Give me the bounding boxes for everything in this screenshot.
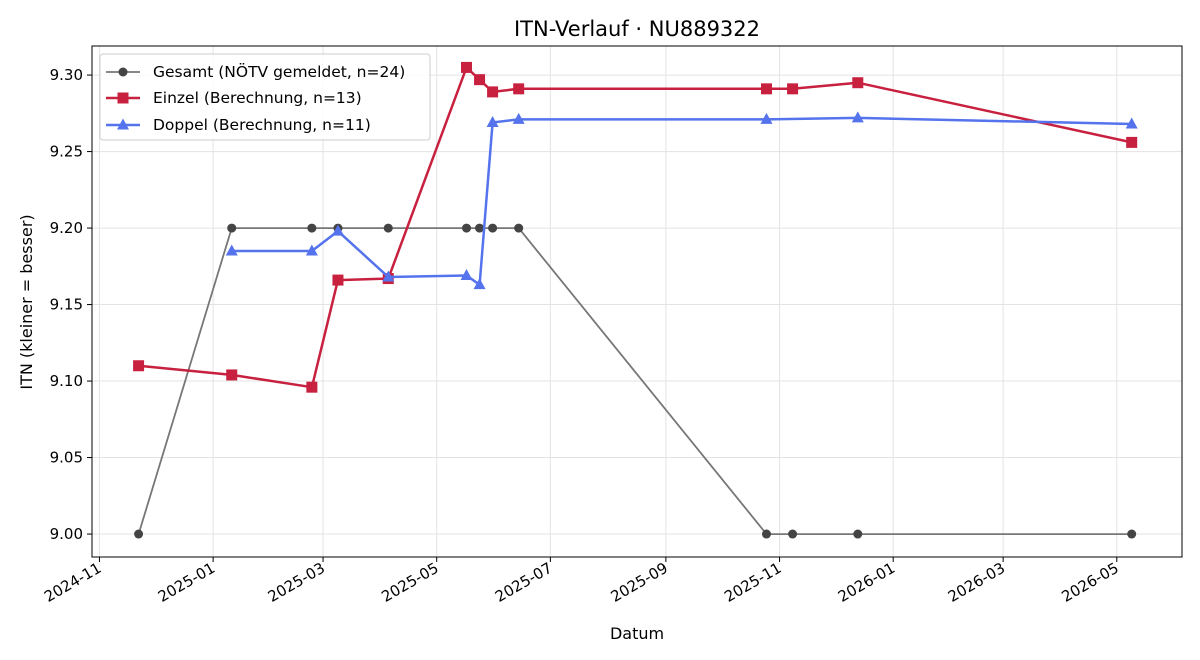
data-point-doppel bbox=[305, 244, 318, 256]
legend-label-einzel: Einzel (Berechnung, n=13) bbox=[153, 89, 362, 107]
data-point-gesamt bbox=[761, 529, 771, 539]
legend-marker-einzel bbox=[117, 92, 129, 104]
plot-frame bbox=[91, 45, 1183, 558]
legend: Gesamt (NÖTV gemeldet, n=24) Einzel (Ber… bbox=[99, 53, 431, 141]
data-point-gesamt bbox=[383, 223, 393, 233]
legend-items bbox=[106, 67, 140, 130]
y-tick-label: 9.20 bbox=[50, 219, 83, 237]
series-doppel bbox=[225, 111, 1138, 290]
data-point-doppel bbox=[331, 224, 344, 236]
data-point-doppel bbox=[460, 268, 473, 280]
y-tick-label: 9.00 bbox=[50, 525, 83, 543]
data-point-einzel bbox=[332, 274, 344, 286]
legend-label-doppel: Doppel (Berechnung, n=11) bbox=[153, 116, 371, 134]
y-tick-label: 9.15 bbox=[50, 296, 83, 314]
data-point-einzel bbox=[474, 74, 486, 86]
data-point-doppel bbox=[473, 278, 486, 290]
data-point-doppel bbox=[225, 244, 238, 256]
data-point-doppel bbox=[851, 111, 864, 123]
data-point-einzel bbox=[1126, 136, 1138, 148]
data-point-gesamt bbox=[462, 223, 472, 233]
data-point-einzel bbox=[487, 86, 499, 98]
data-point-doppel bbox=[486, 115, 499, 127]
legend-marker-gesamt bbox=[118, 67, 128, 77]
data-point-gesamt bbox=[488, 223, 498, 233]
data-point-einzel bbox=[513, 83, 525, 95]
legend-label-gesamt: Gesamt (NÖTV gemeldet, n=24) bbox=[153, 62, 405, 81]
data-point-doppel bbox=[382, 270, 395, 282]
data-point-einzel bbox=[306, 381, 318, 393]
chart-title: ITN-Verlauf · NU889322 bbox=[514, 17, 760, 41]
data-point-einzel bbox=[133, 360, 145, 372]
data-point-einzel bbox=[760, 83, 772, 95]
data-point-gesamt bbox=[475, 223, 485, 233]
x-axis-title: Datum bbox=[610, 624, 664, 643]
y-tick-label: 9.30 bbox=[50, 66, 83, 84]
data-point-doppel bbox=[760, 112, 773, 124]
data-point-gesamt bbox=[227, 223, 237, 233]
series-gesamt bbox=[134, 223, 1137, 539]
data-point-gesamt bbox=[307, 223, 317, 233]
data-point-gesamt bbox=[853, 529, 863, 539]
data-point-gesamt bbox=[1127, 529, 1137, 539]
data-point-einzel bbox=[787, 83, 799, 95]
data-point-doppel bbox=[512, 112, 525, 124]
y-axis-title: ITN (kleiner = besser) bbox=[17, 214, 36, 389]
data-point-gesamt bbox=[514, 223, 524, 233]
y-tick-label: 9.25 bbox=[50, 143, 83, 161]
data-point-gesamt bbox=[134, 529, 144, 539]
legend-box bbox=[99, 53, 431, 141]
data-point-gesamt bbox=[788, 529, 798, 539]
y-tick-label: 9.10 bbox=[50, 372, 83, 390]
legend-marker-doppel bbox=[117, 118, 129, 130]
y-tick-label: 9.05 bbox=[50, 449, 83, 467]
data-point-einzel bbox=[852, 77, 864, 89]
data-point-einzel bbox=[226, 369, 238, 381]
series-layer bbox=[133, 61, 1138, 539]
data-point-doppel bbox=[1125, 117, 1138, 129]
data-point-einzel bbox=[461, 61, 473, 73]
